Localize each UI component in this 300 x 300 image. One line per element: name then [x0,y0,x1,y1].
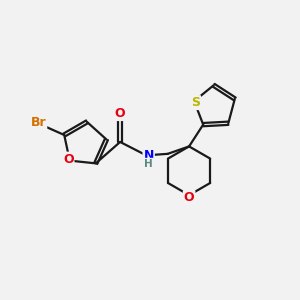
Text: N: N [143,149,154,162]
Text: H: H [144,159,153,169]
Text: O: O [63,153,74,166]
Text: S: S [191,96,200,109]
Text: O: O [115,107,125,120]
Text: Br: Br [31,116,46,128]
Text: O: O [184,191,194,204]
